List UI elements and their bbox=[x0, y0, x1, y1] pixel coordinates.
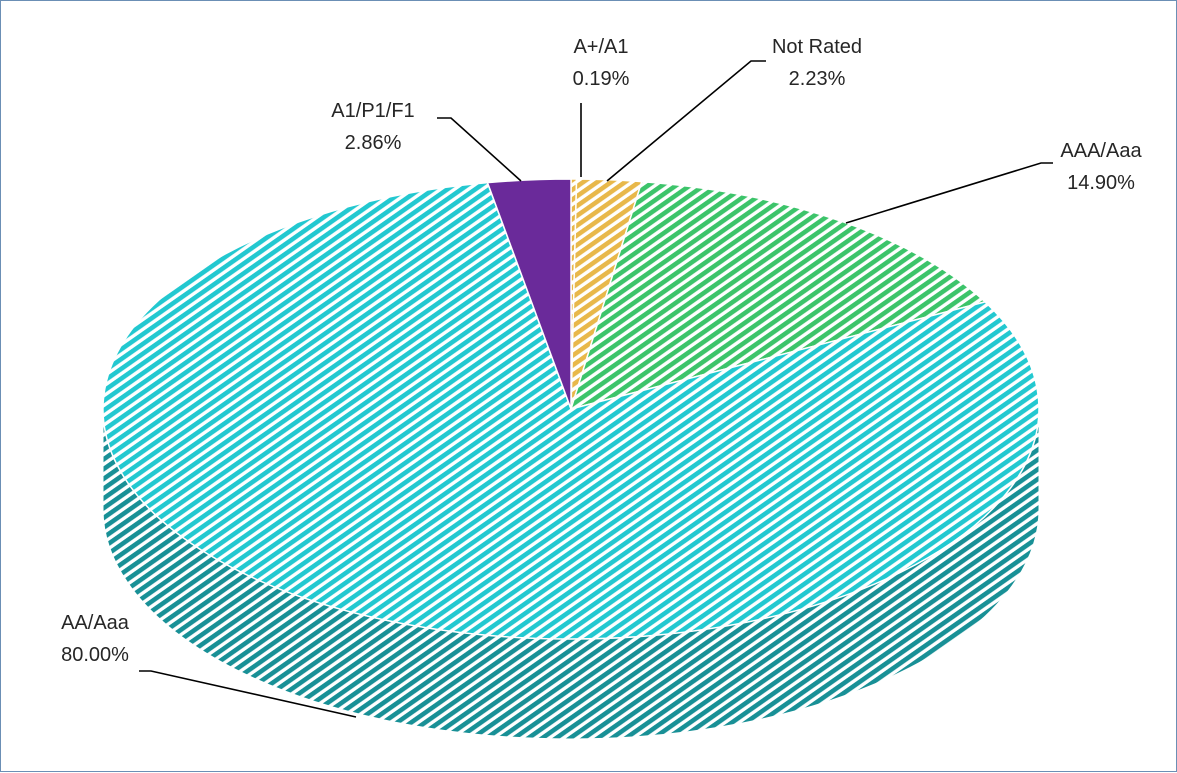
leader-line-aa-aaa bbox=[139, 670, 357, 718]
pie-top-layer bbox=[102, 178, 1040, 640]
leader-line-not-rated bbox=[606, 60, 766, 182]
pie-slice-a1-p1-f1 bbox=[486, 178, 572, 410]
leader-lines-layer bbox=[139, 60, 1053, 718]
leader-line-aaa-aaa bbox=[845, 162, 1053, 224]
pie-slice-aaa-aaa bbox=[569, 180, 987, 411]
slice-label-not-rated: Not Rated bbox=[772, 36, 862, 58]
slice-label-a1-p1-f1: A1/P1/F1 bbox=[331, 100, 414, 122]
slice-value-aa-aaa: 80.00% bbox=[61, 644, 129, 666]
leader-line-a1-p1-f1 bbox=[437, 117, 522, 182]
slice-label-a-a1: A+/A1 bbox=[573, 36, 628, 58]
slice-value-not-rated: 2.23% bbox=[789, 68, 846, 90]
slice-value-a-a1: 0.19% bbox=[573, 68, 630, 90]
slice-value-aaa-aaa: 14.90% bbox=[1067, 172, 1135, 194]
slice-label-aa-aaa: AA/Aaa bbox=[61, 612, 130, 634]
slice-value-a1-p1-f1: 2.86% bbox=[345, 132, 402, 154]
pie-slice-aa-aaa bbox=[102, 181, 1040, 640]
labels-layer: A+/A1 0.19% Not Rated 2.23% AAA/Aaa 14.90% AA/… bbox=[61, 36, 1142, 666]
slice-label-aaa-aaa: AAA/Aaa bbox=[1060, 140, 1142, 162]
